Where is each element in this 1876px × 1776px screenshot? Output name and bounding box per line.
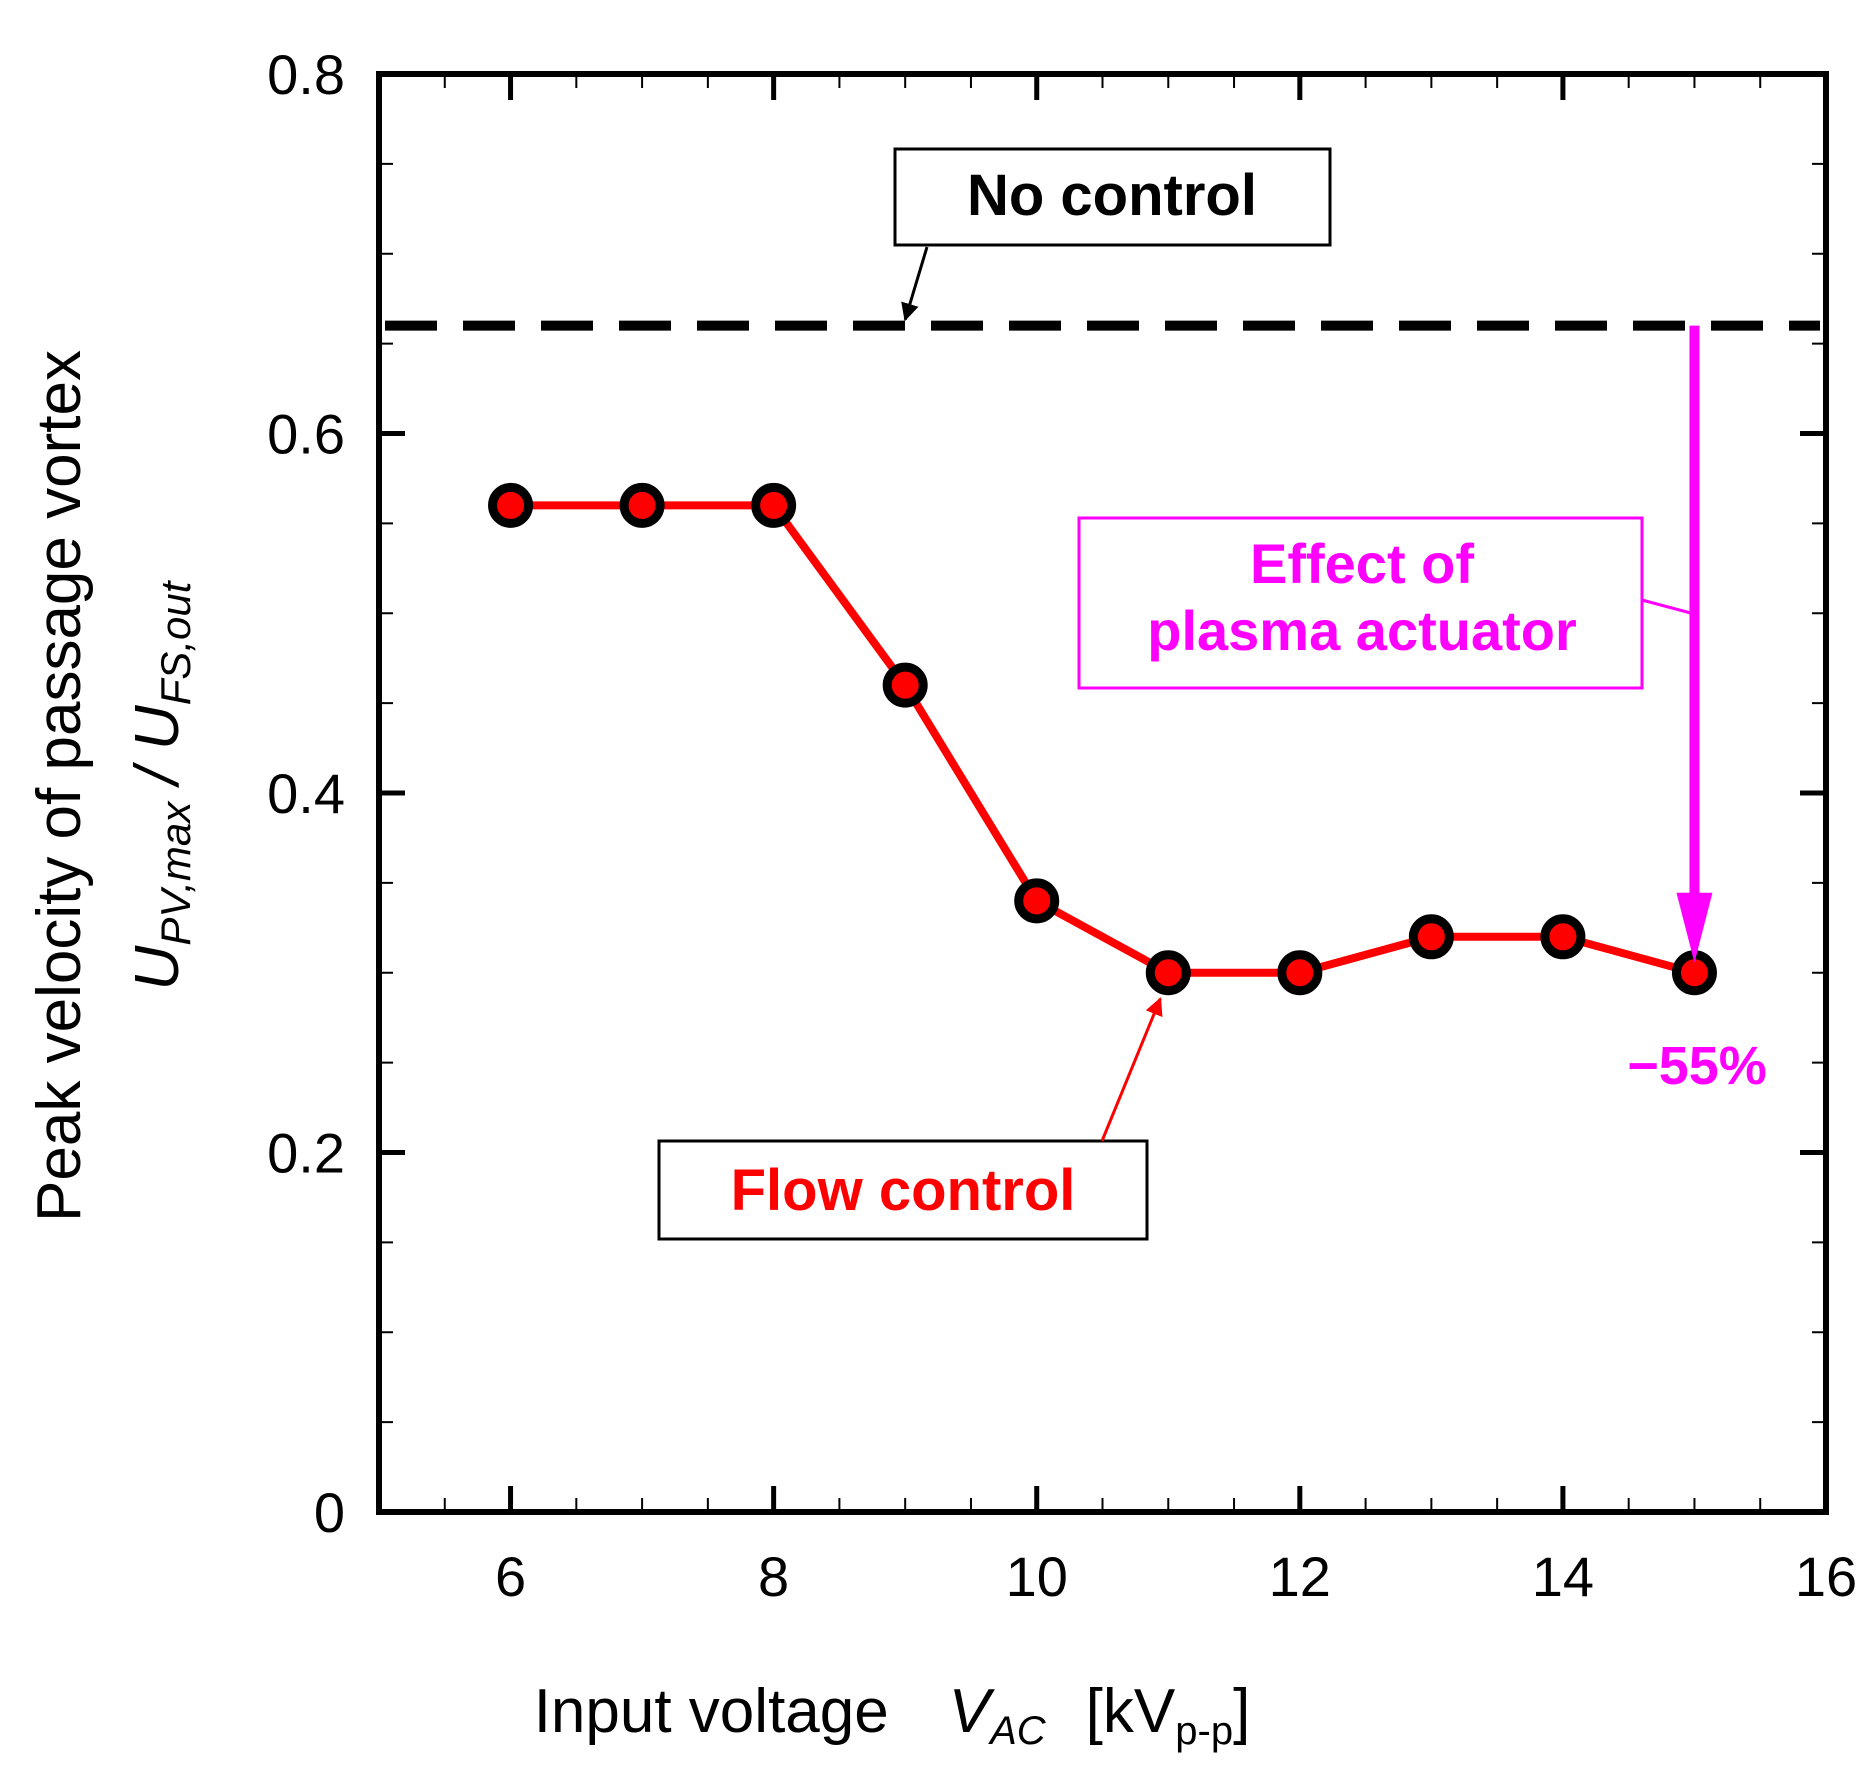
effect-annotation: Effect of plasma actuator −55% [1077, 325, 1767, 1096]
y-tick-label: 0.6 [267, 403, 345, 466]
flow-control-arrow [1100, 997, 1163, 1142]
y-axis-title: Peak velocity of passage vortex UPV,max … [25, 350, 199, 1222]
x-tick-labels: 6 8 10 12 14 16 [495, 1545, 1857, 1608]
flow-control-label: Flow control [731, 1158, 1076, 1223]
data-point [1014, 878, 1060, 924]
data-point [1540, 914, 1586, 960]
no-control-label: No control [967, 163, 1257, 228]
axis-ticks [378, 71, 1829, 1515]
effect-arrow-head [1676, 892, 1713, 963]
data-point [1408, 914, 1454, 960]
effect-box [1077, 516, 1644, 690]
x-tick-label: 12 [1269, 1545, 1331, 1608]
effect-leader-line [1641, 598, 1695, 616]
data-point [1277, 950, 1323, 996]
flow-control-box [657, 1139, 1149, 1241]
x-tick-label: 16 [1795, 1545, 1857, 1608]
flow-control-markers [488, 482, 1717, 996]
plot-frame [376, 71, 1829, 1515]
data-point [1145, 950, 1191, 996]
y-tick-label: 0.4 [267, 762, 345, 825]
effect-label-line2: plasma actuator [1147, 599, 1577, 662]
x-tick-label: 10 [1006, 1545, 1068, 1608]
flow-control-annotation: Flow control [657, 997, 1163, 1241]
data-point [619, 482, 665, 528]
y-tick-label: 0.2 [267, 1122, 345, 1185]
data-point [488, 482, 534, 528]
data-point [882, 662, 928, 708]
y-tick-labels: 0 0.2 0.4 0.6 0.8 [267, 43, 345, 1544]
x-tick-label: 6 [495, 1545, 526, 1608]
data-point [751, 482, 797, 528]
y-axis-title-line1: Peak velocity of passage vortex [25, 350, 94, 1222]
flow-control-series-line [510, 501, 1696, 977]
y-axis-title-line2: UPV,max / UFS,out [123, 579, 199, 990]
y-tick-label: 0.8 [267, 43, 345, 106]
no-control-annotation: No control [893, 147, 1332, 322]
no-control-box [893, 147, 1332, 247]
x-axis-title: Input voltage VAC [kVp-p] [534, 1677, 1251, 1753]
y-tick-label: 0 [314, 1481, 345, 1544]
x-tick-label: 8 [758, 1545, 789, 1608]
percent-reduction-label: −55% [1627, 1036, 1767, 1096]
x-tick-label: 14 [1532, 1545, 1594, 1608]
effect-label-line1: Effect of [1250, 532, 1474, 595]
no-control-arrow [901, 246, 929, 322]
